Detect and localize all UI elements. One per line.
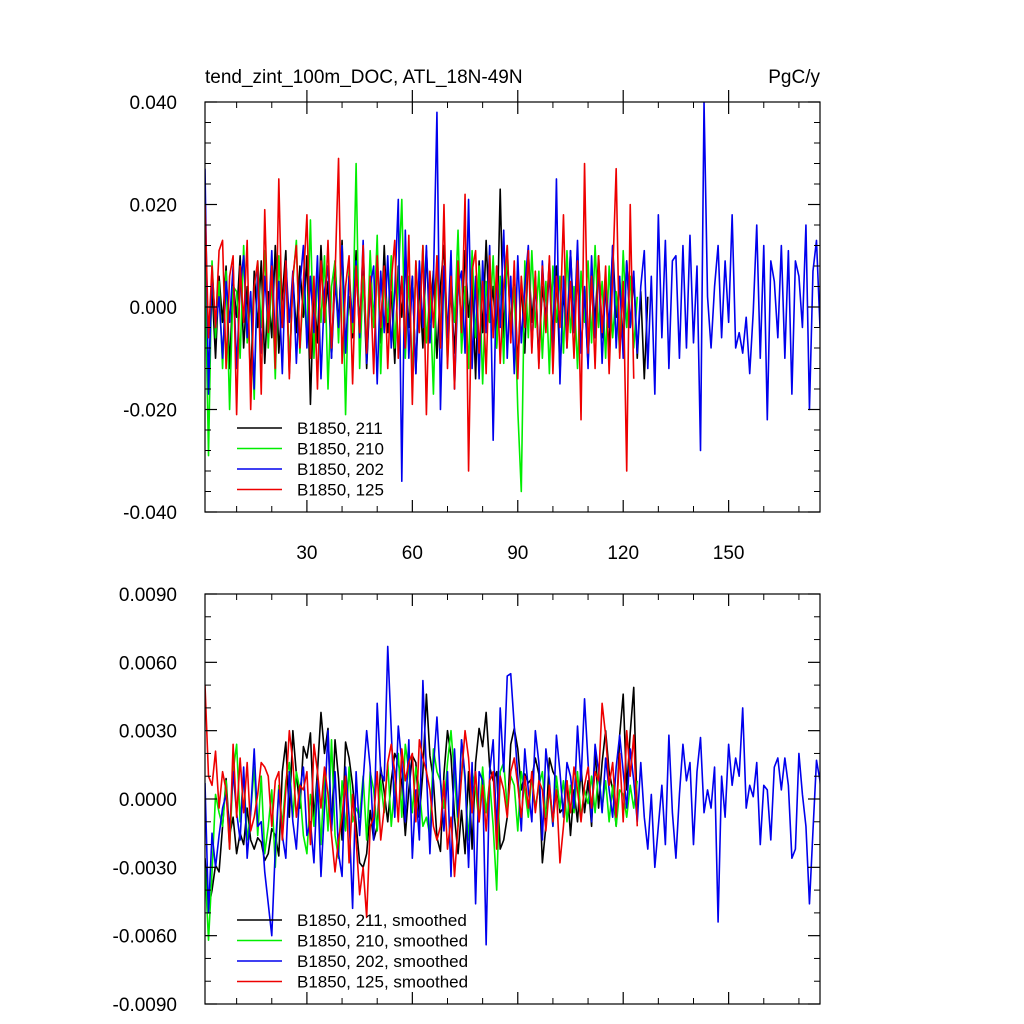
x-tick-label: 90 <box>507 543 528 564</box>
legend-label: B1850, 211, smoothed <box>297 911 467 930</box>
legend-label: B1850, 210, smoothed <box>297 932 468 951</box>
y-tick-label: 0.0060 <box>119 653 177 674</box>
y-tick-label: -0.020 <box>123 401 177 422</box>
legend-label: B1850, 125 <box>297 481 384 500</box>
y-tick-label: 0.000 <box>129 298 177 319</box>
legend-label: B1850, 211 <box>297 419 383 438</box>
chart-panel-2: -0.0090 -0.0060 -0.0030 0.0000 0.0030 0.0060 0… <box>113 585 821 1016</box>
y-tick-label: 0.0030 <box>119 722 177 743</box>
legend-label: B1850, 202, smoothed <box>297 952 468 971</box>
y-tick-label: 0.020 <box>129 196 177 217</box>
y-tick-label: -0.040 <box>123 503 177 524</box>
y-tick-label: -0.0090 <box>113 995 177 1016</box>
legend-label: B1850, 210 <box>297 440 384 459</box>
y-tick-label: 0.0000 <box>119 790 177 811</box>
series-line-3 <box>205 645 820 946</box>
legend: B1850, 211, smoothed B1850, 210, smoothed… <box>237 911 468 992</box>
chart-title: tend_zint_100m_DOC, ATL_18N-49N <box>205 67 523 88</box>
x-tick-label: 120 <box>607 543 639 564</box>
y-tick-label: -0.0060 <box>113 927 177 948</box>
chart-panel-1: -0.040 -0.020 0.000 0.020 0.040 30 60 90 120 150 t… <box>123 67 821 564</box>
x-tick-label: 60 <box>402 543 423 564</box>
series-group <box>205 645 820 946</box>
y-tick-label: -0.0030 <box>113 858 177 879</box>
series-group <box>205 102 820 493</box>
legend-label: B1850, 202 <box>297 460 384 479</box>
y-tick-label: 0.040 <box>129 93 177 114</box>
y-tick-label: 0.0090 <box>119 585 177 606</box>
chart-units: PgC/y <box>768 67 820 88</box>
x-tick-label: 30 <box>296 543 317 564</box>
series-line-4 <box>205 157 635 472</box>
legend-label: B1850, 125, smoothed <box>297 973 468 992</box>
x-tick-label: 150 <box>713 543 745 564</box>
series-line-4 <box>205 685 639 919</box>
